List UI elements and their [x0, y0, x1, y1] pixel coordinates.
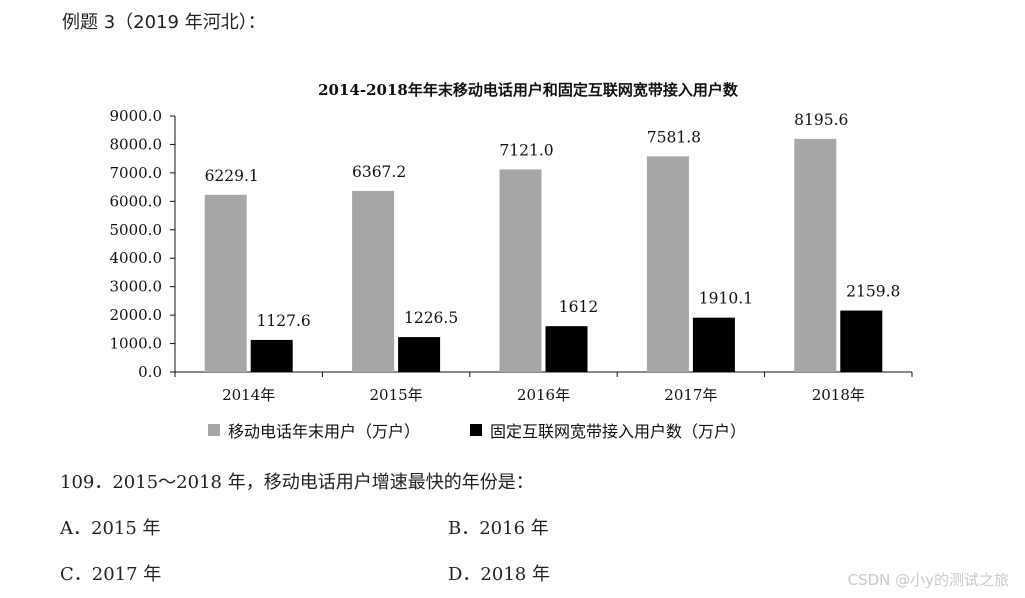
bar-mobile — [352, 190, 395, 372]
data-label-mobile: 6367.2 — [352, 163, 406, 181]
y-tick-label: 9000.0 — [110, 107, 163, 125]
data-label-broadband: 1910.1 — [699, 290, 753, 308]
bar-broadband — [545, 326, 588, 372]
data-label-mobile: 8195.6 — [794, 111, 848, 129]
chart-legend: 移动电话年末用户（万户） 固定互联网宽带接入用户数（万户） — [208, 418, 746, 442]
x-category-label: 2016年 — [517, 386, 570, 404]
chart-title: 2014-2018年年末移动电话用户和固定互联网宽带接入用户数 — [318, 81, 739, 99]
y-tick-label: 7000.0 — [110, 164, 163, 182]
data-label-broadband: 1226.5 — [404, 309, 458, 327]
x-category-label: 2014年 — [222, 386, 275, 404]
bar-mobile — [204, 194, 247, 372]
data-label-mobile: 7121.0 — [499, 141, 553, 159]
legend-swatch-mobile — [208, 424, 220, 436]
bar-mobile — [794, 138, 837, 372]
legend-item-broadband: 固定互联网宽带接入用户数（万户） — [470, 418, 746, 442]
data-label-broadband: 1612 — [559, 298, 598, 316]
y-tick-label: 4000.0 — [110, 249, 163, 267]
x-category-label: 2017年 — [664, 386, 717, 404]
legend-item-mobile: 移动电话年末用户（万户） — [208, 418, 420, 442]
data-label-mobile: 6229.1 — [205, 167, 259, 185]
y-tick-label: 3000.0 — [110, 278, 163, 296]
y-tick-label: 6000.0 — [110, 192, 163, 210]
bar-broadband — [692, 317, 735, 372]
option-d[interactable]: D．2018 年 — [448, 564, 550, 585]
option-a[interactable]: A．2015 年 — [60, 518, 161, 539]
data-label-broadband: 1127.6 — [257, 312, 311, 330]
x-category-label: 2015年 — [370, 386, 423, 404]
example-heading: 例题 3（2019 年河北）： — [62, 12, 266, 33]
bar-mobile — [646, 156, 689, 372]
data-label-mobile: 7581.8 — [647, 128, 701, 146]
option-c[interactable]: C．2017 年 — [60, 564, 162, 585]
y-tick-label: 0.0 — [138, 363, 162, 381]
y-tick-label: 5000.0 — [110, 221, 163, 239]
legend-label-broadband: 固定互联网宽带接入用户数（万户） — [490, 422, 747, 441]
legend-label-mobile: 移动电话年末用户（万户） — [228, 422, 421, 441]
bar-broadband — [398, 337, 441, 372]
y-tick-label: 1000.0 — [110, 335, 163, 353]
y-tick-label: 2000.0 — [110, 306, 163, 324]
option-b[interactable]: B．2016 年 — [448, 518, 549, 539]
bar-mobile — [499, 169, 542, 372]
csdn-watermark: CSDN @小y的测试之旅 — [847, 571, 1009, 589]
x-category-label: 2018年 — [812, 386, 865, 404]
y-tick-label: 8000.0 — [110, 135, 163, 153]
bar-broadband — [840, 310, 883, 372]
bar-broadband — [250, 339, 293, 372]
bar-chart: 2014-2018年年末移动电话用户和固定互联网宽带接入用户数 9000.0 800… — [110, 81, 913, 404]
question-text: 109．2015～2018 年，移动电话用户增速最快的年份是： — [60, 472, 534, 493]
legend-swatch-broadband — [470, 424, 483, 436]
data-label-broadband: 2159.8 — [846, 283, 900, 301]
